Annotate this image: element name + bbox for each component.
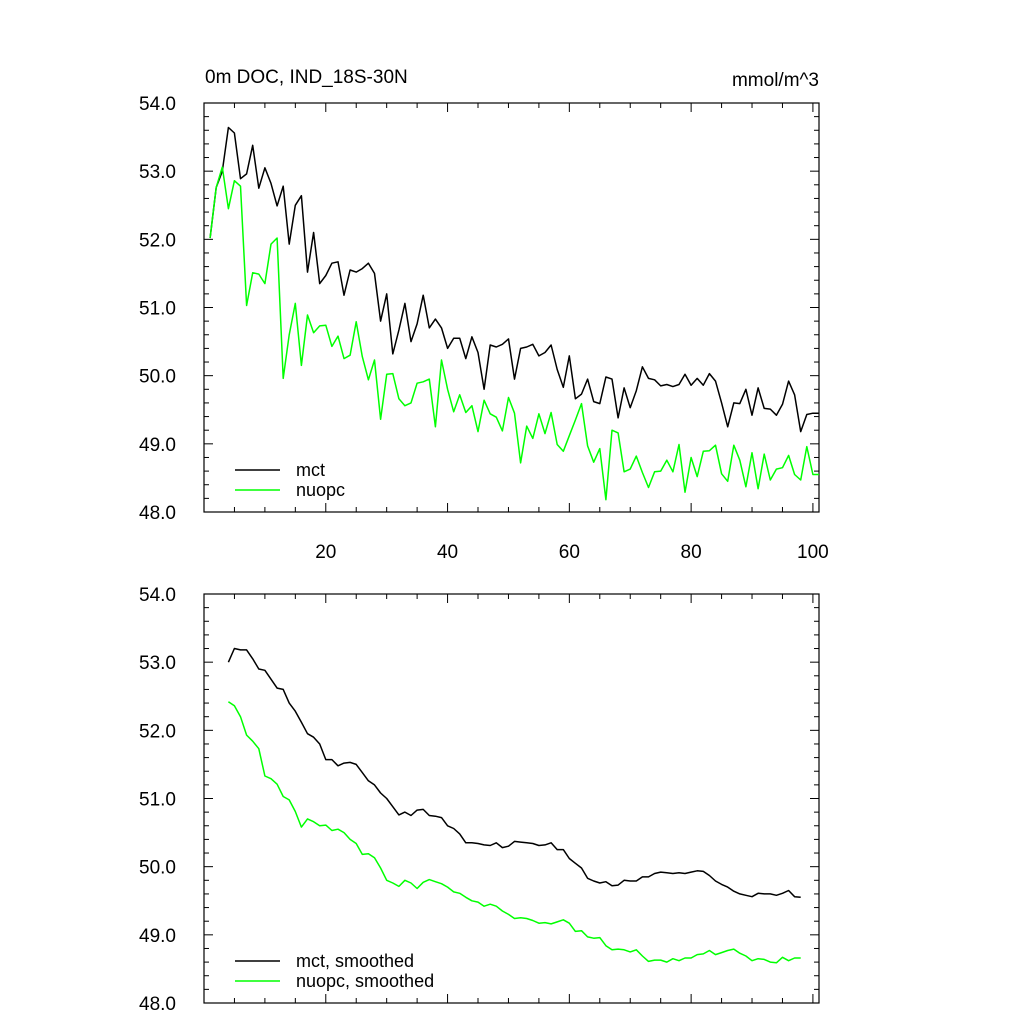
x-tick-label: 40 xyxy=(437,542,458,563)
y-tick-label: 52.0 xyxy=(139,230,176,251)
top-panel: 0m DOC, IND_18S-30N mmol/m^3 48.0 49.0 50.… xyxy=(139,67,829,563)
x-tick-label: 100 xyxy=(797,542,829,563)
y-tick-label: 50.0 xyxy=(139,858,176,879)
y-tick-label: 49.0 xyxy=(139,926,176,947)
bottom-panel: 48.0 49.0 50.0 51.0 52.0 53.0 54.0 mct, smoothe… xyxy=(139,585,820,1015)
series-line xyxy=(209,166,819,501)
chart-title: 0m DOC, IND_18S-30N xyxy=(205,67,408,88)
legend-label: mct xyxy=(296,460,325,480)
y-tick-label: 51.0 xyxy=(139,299,176,320)
plot-frame xyxy=(203,593,820,1004)
series-line xyxy=(209,126,819,433)
y-tick-label: 51.0 xyxy=(139,790,176,811)
series-line xyxy=(227,701,801,964)
y-tick-label: 53.0 xyxy=(139,162,176,183)
y-tick-label: 48.0 xyxy=(139,994,176,1015)
legend-label: nuopc xyxy=(296,480,345,500)
y-tick-label: 52.0 xyxy=(139,721,176,742)
y-tick-label: 53.0 xyxy=(139,653,176,674)
x-tick-label: 80 xyxy=(681,542,702,563)
units-label: mmol/m^3 xyxy=(732,70,819,91)
x-tick-label: 60 xyxy=(559,542,580,563)
y-tick-label: 49.0 xyxy=(139,435,176,456)
series-line xyxy=(227,647,801,899)
y-tick-label: 50.0 xyxy=(139,367,176,388)
y-tick-label: 48.0 xyxy=(139,503,176,524)
y-tick-label: 54.0 xyxy=(139,585,176,606)
x-tick-label: 20 xyxy=(315,542,336,563)
y-tick-label: 54.0 xyxy=(139,94,176,115)
legend-label: nuopc, smoothed xyxy=(296,971,434,991)
legend-label: mct, smoothed xyxy=(296,951,414,971)
